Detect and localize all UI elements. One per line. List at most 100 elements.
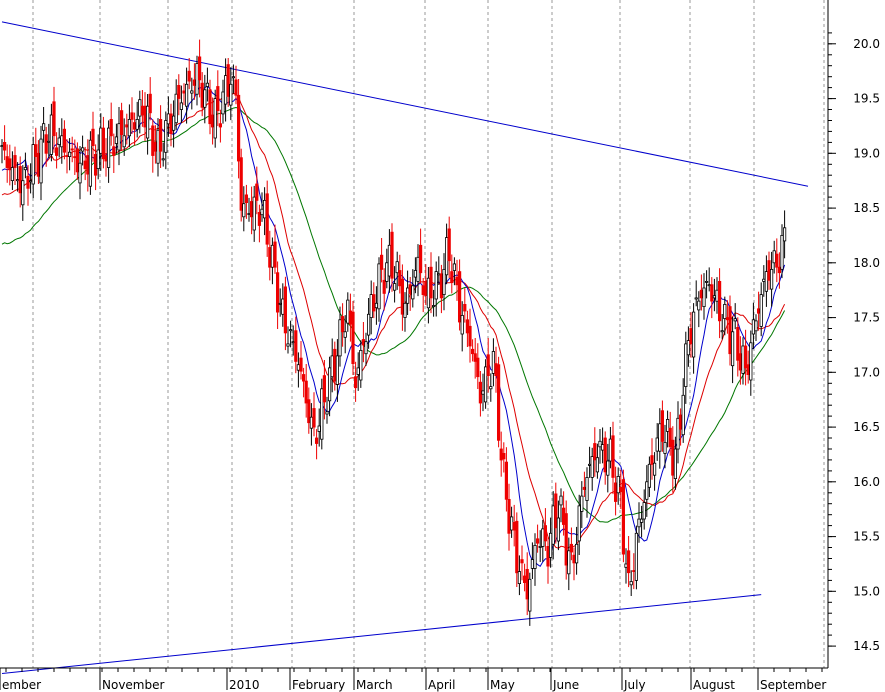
candle — [140, 90, 144, 127]
candle-body — [637, 518, 641, 528]
candle-body — [270, 244, 275, 268]
candle-body — [444, 237, 449, 276]
candle — [673, 436, 678, 490]
candle-body — [437, 273, 441, 276]
candle-body — [614, 482, 618, 502]
candle-body — [411, 285, 415, 300]
candle — [616, 467, 620, 505]
candle-body — [28, 180, 33, 183]
y-tick-label: 19.0 — [853, 146, 880, 160]
candle-body — [42, 123, 46, 131]
candle — [8, 144, 12, 186]
candle-body — [49, 114, 54, 155]
candle — [120, 102, 124, 151]
candle-body — [489, 386, 493, 390]
candle — [502, 442, 506, 473]
candle — [762, 265, 766, 297]
candle — [132, 112, 137, 146]
candle — [338, 306, 342, 367]
candle — [507, 483, 511, 551]
candle — [10, 151, 14, 190]
candle-body — [725, 317, 730, 321]
candle-body — [627, 550, 631, 574]
candle — [783, 210, 787, 259]
candle — [356, 352, 360, 391]
candle-body — [314, 437, 319, 444]
candle-body — [645, 481, 649, 500]
candle-body — [68, 151, 72, 157]
candle — [627, 536, 631, 588]
candle-body — [457, 271, 462, 323]
candle — [395, 251, 399, 290]
trendline-upper — [1, 21, 809, 187]
candle-body — [361, 339, 366, 346]
candle — [327, 356, 332, 417]
candle — [343, 315, 347, 354]
candle — [569, 527, 574, 561]
candle-body — [439, 273, 444, 299]
candle-body — [770, 268, 774, 290]
y-tick-label: 16.0 — [853, 475, 880, 489]
candle — [660, 400, 665, 452]
candle-body — [559, 495, 563, 506]
candle-body — [242, 203, 246, 218]
candle — [158, 105, 163, 168]
candle — [530, 542, 535, 579]
candle — [442, 253, 446, 311]
candle-body — [5, 156, 9, 169]
candle-body — [499, 448, 503, 461]
candle — [171, 100, 176, 148]
candle — [676, 401, 680, 464]
candle — [452, 257, 457, 286]
x-tick-label: 2010 — [229, 678, 260, 692]
candle — [614, 466, 618, 516]
candle-body — [15, 179, 20, 182]
candle-body — [653, 462, 657, 476]
candle — [572, 547, 576, 581]
candle — [723, 296, 727, 336]
candle-body — [426, 277, 431, 309]
candle-body — [83, 160, 87, 170]
candle-body — [257, 211, 262, 226]
candle-body — [666, 418, 670, 432]
candle — [75, 142, 79, 180]
candle-body — [70, 148, 74, 151]
candle — [533, 533, 537, 586]
candle-body — [288, 329, 293, 332]
candle-body — [301, 374, 306, 382]
candle — [330, 338, 334, 393]
x-tick-label: November — [102, 678, 164, 692]
candle — [567, 537, 571, 591]
candle — [668, 411, 672, 456]
candle-body — [780, 234, 784, 270]
candle — [718, 268, 722, 339]
candle-body — [299, 357, 303, 372]
candle — [731, 316, 735, 384]
candle — [582, 471, 587, 497]
candle — [418, 228, 423, 284]
candle-body — [697, 300, 701, 311]
candle — [590, 447, 594, 491]
candle-body — [588, 463, 592, 466]
candle — [447, 216, 451, 279]
candle — [707, 267, 711, 292]
candle — [317, 408, 321, 447]
candle-body — [738, 353, 743, 371]
candle — [541, 519, 545, 562]
candle-body — [551, 505, 555, 545]
candle-body — [450, 271, 454, 284]
candle — [494, 346, 498, 393]
candle — [234, 65, 238, 105]
candle — [658, 408, 662, 469]
candle-body — [132, 122, 137, 130]
candle — [81, 135, 85, 166]
candle-body — [754, 320, 758, 332]
candle-body — [114, 136, 118, 144]
candle-body — [91, 128, 95, 146]
candle-body — [101, 127, 105, 160]
ma-medium-line — [1, 92, 786, 550]
candle-body — [403, 302, 407, 318]
candle — [177, 74, 181, 116]
candle-body — [229, 83, 233, 106]
candle — [770, 251, 774, 307]
